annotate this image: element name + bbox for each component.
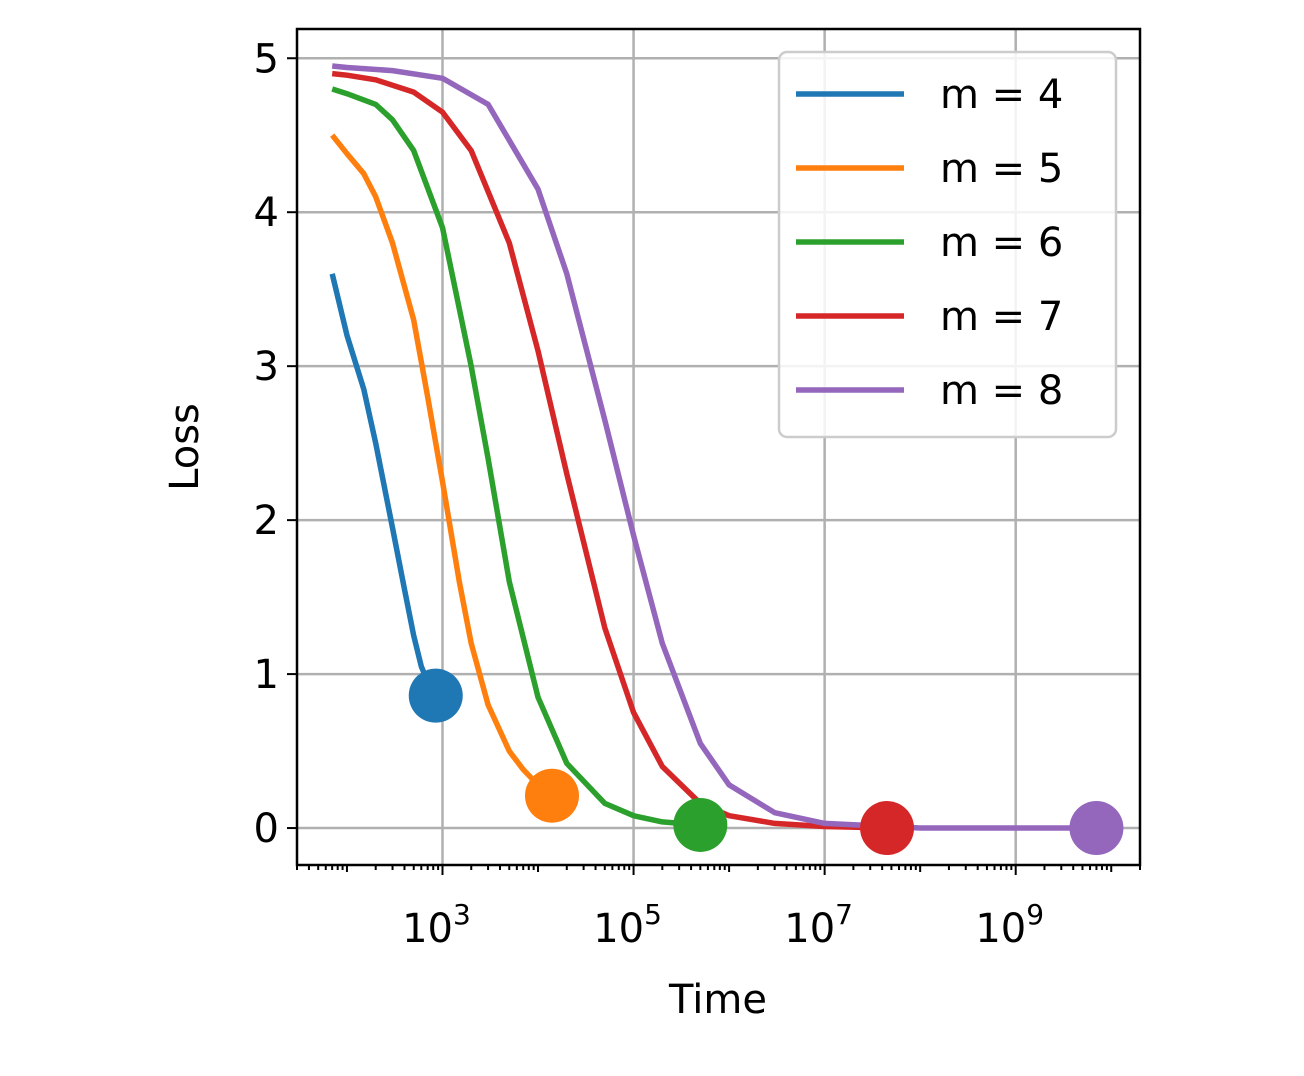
y-tick-label-0: 0	[254, 806, 279, 852]
end-point-m6	[673, 797, 728, 852]
series-line-m8	[331, 63, 1097, 831]
x-tick-label-0: 103	[402, 898, 471, 952]
y-tick-label-3: 3	[254, 344, 279, 390]
legend-label-m6: m = 6	[940, 220, 1063, 266]
end-point-m7	[860, 801, 915, 856]
legend-label-m5: m = 5	[940, 146, 1063, 192]
end-point-m4	[408, 668, 463, 723]
legend-label-m4: m = 4	[940, 72, 1063, 118]
series-line-m4	[329, 273, 439, 697]
axis-ticks: 0 1 2 3 4 5 103 105 107 109	[254, 36, 1141, 952]
x-axis-label: Time	[668, 977, 767, 1023]
series-line-m7	[331, 70, 888, 831]
series-lines	[329, 63, 1097, 831]
series-line-m5	[330, 133, 554, 798]
series-line-m6	[331, 86, 701, 828]
x-tick-label-1: 105	[593, 898, 662, 952]
legend-label-m7: m = 7	[940, 294, 1063, 340]
y-axis-label: Loss	[162, 403, 208, 491]
legend-label-m8: m = 8	[940, 368, 1063, 414]
y-tick-label-2: 2	[254, 498, 279, 544]
y-tick-label-5: 5	[254, 36, 279, 82]
y-tick-label-1: 1	[254, 652, 279, 698]
x-tick-label-3: 109	[975, 898, 1044, 952]
legend-box	[777, 50, 1118, 439]
end-points	[408, 668, 1124, 856]
end-point-m5	[524, 768, 579, 823]
x-tick-label-2: 107	[784, 898, 853, 952]
legend: m = 4 m = 5 m = 6 m = 7 m = 8	[777, 50, 1118, 439]
end-point-m8	[1069, 801, 1124, 856]
plot-frame	[295, 27, 1142, 867]
y-tick-label-4: 4	[254, 190, 279, 236]
